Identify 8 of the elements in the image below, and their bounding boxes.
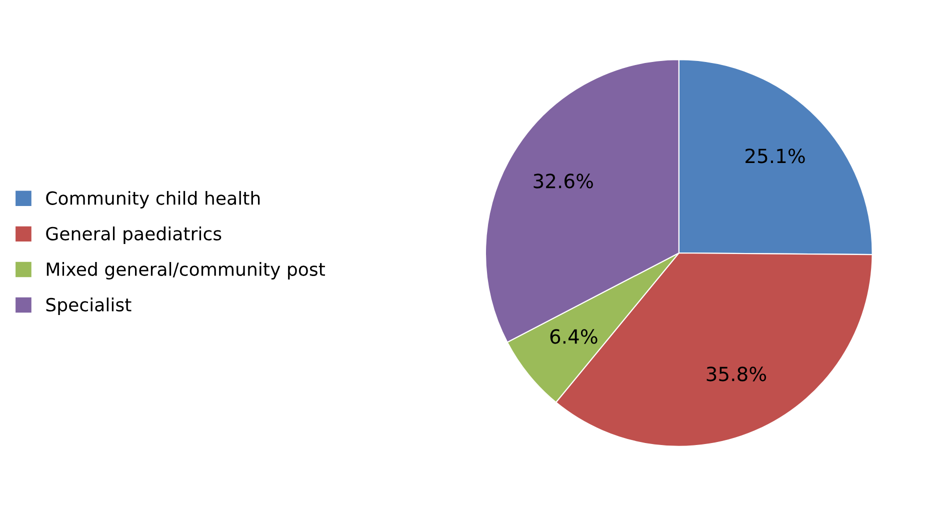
data-label: 25.1% (746, 148, 805, 164)
data-label: 6.4% (550, 329, 598, 344)
legend-label: Mixed general/community post (46, 262, 325, 280)
legend-label: Specialist (46, 298, 132, 316)
data-label: 35.8% (706, 366, 766, 382)
legend-label: Community child health (46, 190, 260, 208)
legend-label: General paediatrics (46, 226, 222, 244)
data-label: 32.6% (534, 174, 593, 188)
